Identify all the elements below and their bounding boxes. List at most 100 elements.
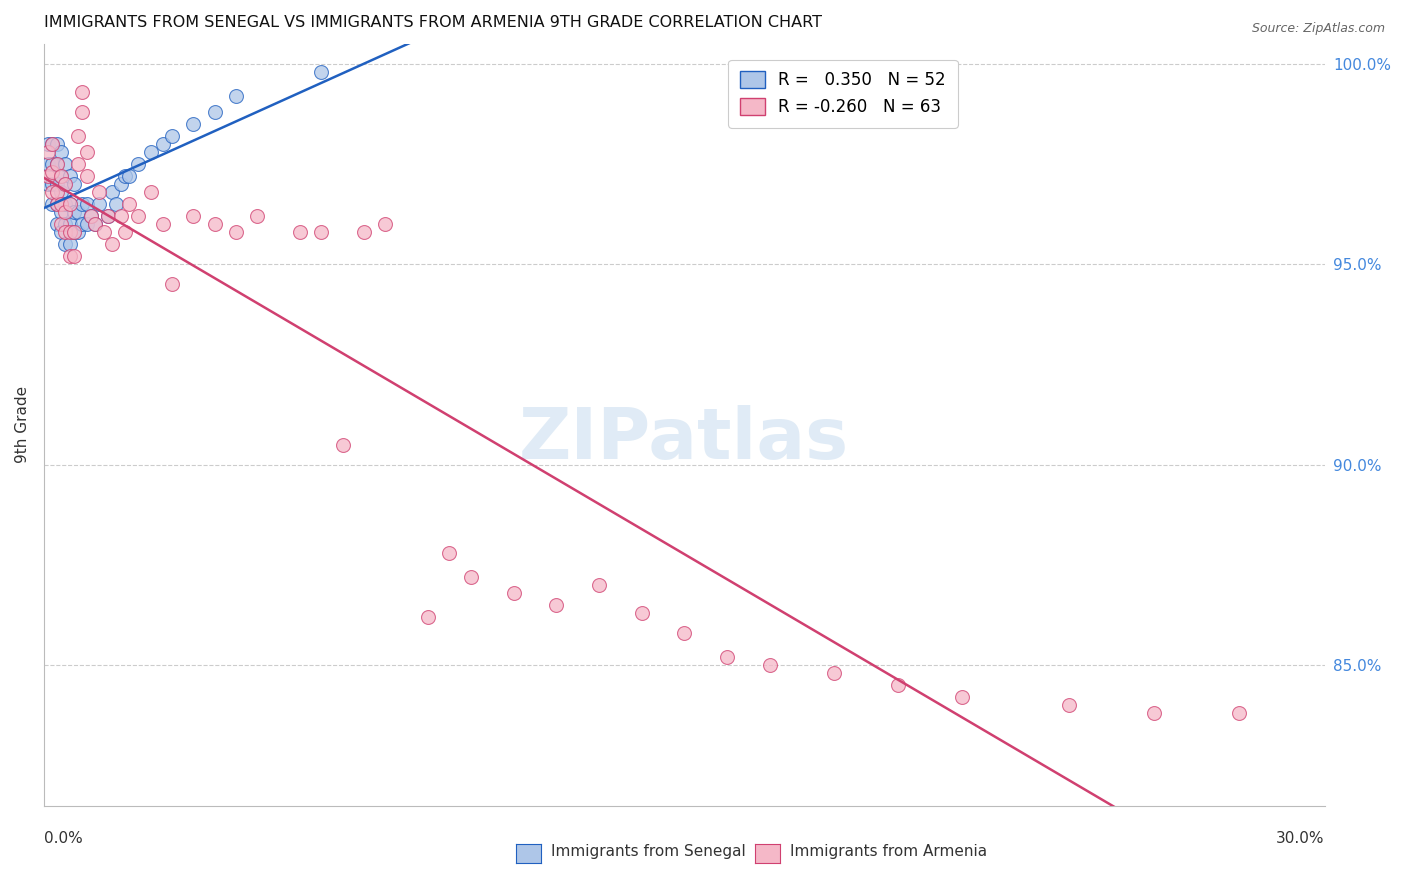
Point	[1143, 706, 1166, 721]
Point	[49, 205, 72, 219]
Point	[41, 185, 63, 199]
Point	[84, 217, 107, 231]
Point	[53, 225, 76, 239]
Point	[1227, 706, 1250, 721]
Point	[41, 165, 63, 179]
Point	[110, 177, 132, 191]
Point	[673, 626, 696, 640]
Point	[204, 104, 226, 119]
Point	[139, 145, 162, 159]
Point	[37, 177, 59, 191]
Text: Immigrants from Senegal: Immigrants from Senegal	[551, 845, 745, 859]
Point	[45, 217, 67, 231]
Point	[118, 197, 141, 211]
Point	[49, 225, 72, 239]
Point	[114, 169, 136, 183]
Point	[502, 586, 524, 600]
Point	[181, 117, 204, 131]
Point	[58, 197, 80, 211]
Point	[62, 177, 84, 191]
Point	[76, 217, 98, 231]
Point	[53, 177, 76, 191]
Text: ZIPatlas: ZIPatlas	[519, 405, 849, 475]
Point	[45, 177, 67, 191]
Point	[49, 145, 72, 159]
Point	[58, 225, 80, 239]
Legend: R =   0.350   N = 52, R = -0.260   N = 63: R = 0.350 N = 52, R = -0.260 N = 63	[728, 60, 957, 128]
Point	[49, 217, 72, 231]
Point	[58, 217, 80, 231]
Point	[353, 225, 375, 239]
Point	[58, 249, 80, 263]
Point	[101, 237, 124, 252]
Point	[80, 209, 103, 223]
Point	[53, 205, 76, 219]
Point	[332, 438, 354, 452]
Point	[72, 197, 94, 211]
Point	[716, 650, 738, 665]
Point	[67, 128, 90, 143]
Point	[97, 209, 120, 223]
Point	[225, 225, 247, 239]
Point	[93, 225, 115, 239]
Point	[460, 570, 482, 584]
Point	[139, 185, 162, 199]
Point	[58, 169, 80, 183]
Point	[67, 157, 90, 171]
Point	[546, 598, 568, 612]
Point	[84, 217, 107, 231]
Y-axis label: 9th Grade: 9th Grade	[15, 386, 30, 463]
Point	[41, 197, 63, 211]
Point	[62, 205, 84, 219]
Point	[37, 157, 59, 171]
Point	[72, 104, 94, 119]
Point	[246, 209, 269, 223]
Point	[758, 658, 780, 673]
Point	[53, 237, 76, 252]
Point	[53, 197, 76, 211]
Point	[37, 169, 59, 183]
Point	[49, 185, 72, 199]
Point	[160, 128, 183, 143]
Point	[311, 225, 333, 239]
Point	[67, 205, 90, 219]
Point	[118, 169, 141, 183]
Text: 30.0%: 30.0%	[1277, 831, 1324, 846]
Point	[288, 225, 311, 239]
Point	[127, 157, 149, 171]
Point	[374, 217, 396, 231]
Point	[89, 185, 111, 199]
Point	[1057, 698, 1080, 713]
Point	[76, 145, 98, 159]
Point	[49, 169, 72, 183]
Point	[45, 185, 67, 199]
Point	[41, 177, 63, 191]
Point	[53, 217, 76, 231]
Point	[950, 690, 973, 705]
Point	[152, 136, 174, 151]
Point	[101, 185, 124, 199]
Point	[127, 209, 149, 223]
Point	[37, 136, 59, 151]
Text: Immigrants from Armenia: Immigrants from Armenia	[790, 845, 987, 859]
Point	[887, 678, 910, 692]
Point	[76, 197, 98, 211]
Point	[49, 197, 72, 211]
Point	[439, 546, 461, 560]
Point	[76, 169, 98, 183]
Text: IMMIGRANTS FROM SENEGAL VS IMMIGRANTS FROM ARMENIA 9TH GRADE CORRELATION CHART: IMMIGRANTS FROM SENEGAL VS IMMIGRANTS FR…	[44, 15, 823, 30]
Text: 0.0%: 0.0%	[44, 831, 83, 846]
Point	[588, 578, 610, 592]
Point	[181, 209, 204, 223]
Point	[160, 277, 183, 292]
Point	[58, 197, 80, 211]
Point	[62, 225, 84, 239]
Point	[416, 610, 439, 624]
Point	[204, 217, 226, 231]
Point	[114, 225, 136, 239]
Point	[630, 606, 652, 620]
Point	[37, 145, 59, 159]
Point	[41, 157, 63, 171]
Point	[110, 209, 132, 223]
Point	[105, 197, 128, 211]
